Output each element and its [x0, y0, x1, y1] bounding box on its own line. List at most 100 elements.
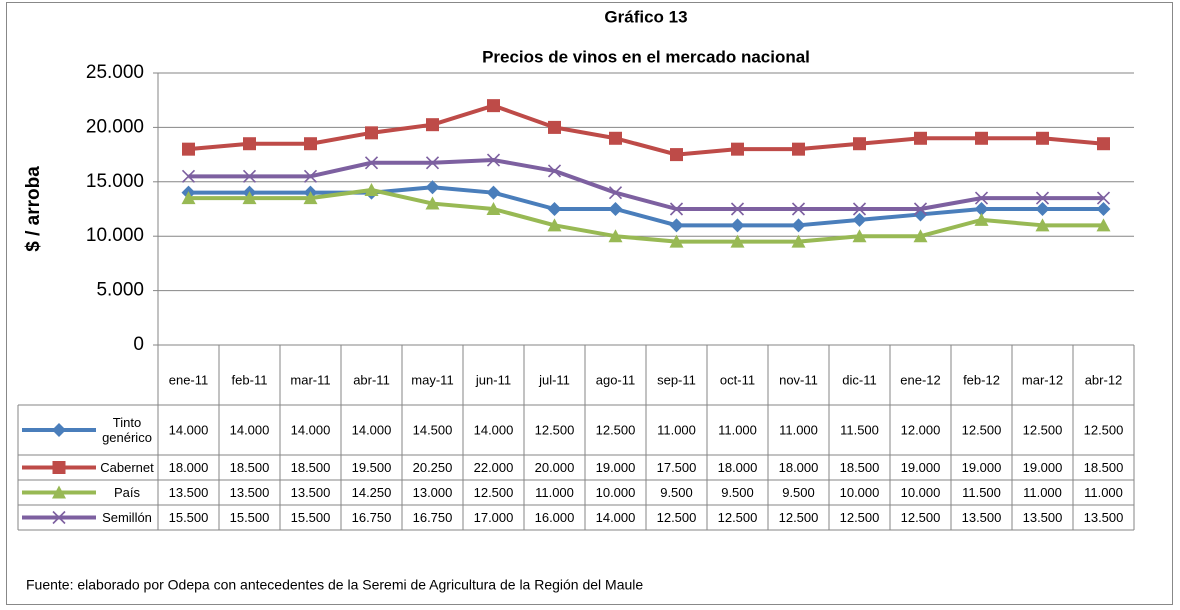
x-tick-label: jun-11: [475, 372, 511, 387]
data-point: [914, 131, 927, 145]
table-value: 13.500: [291, 485, 331, 500]
data-point: [913, 229, 928, 243]
data-point: [425, 156, 440, 170]
data-point: [608, 186, 623, 200]
data-point: [181, 191, 196, 205]
table-value: 11.500: [840, 422, 879, 437]
table-value: 13.500: [169, 485, 209, 500]
chart-border: [6, 2, 1173, 605]
data-point: [364, 182, 379, 196]
data-point: [486, 153, 501, 167]
chart-title: Gráfico 13: [604, 7, 687, 26]
chart-subtitle: Precios de vinos en el mercado nacional: [482, 47, 810, 66]
data-point: [853, 137, 866, 151]
data-point: [792, 142, 805, 156]
source-note: Fuente: elaborado por Odepa con antecede…: [26, 577, 643, 593]
table-value: 15.500: [291, 510, 331, 525]
data-point: [1096, 202, 1111, 216]
table-value: 19.000: [962, 460, 1002, 475]
data-point: [426, 118, 439, 132]
series-markers: [181, 153, 1111, 216]
legend-entry: Semillón: [102, 510, 152, 525]
data-point: [181, 169, 196, 183]
table-value: 12.500: [901, 510, 941, 525]
data-point: [547, 218, 562, 232]
series-line: [188, 103, 1104, 157]
table-value: 11.000: [1084, 485, 1123, 500]
y-tick-label: 20.000: [86, 116, 144, 137]
table-value: 12.000: [901, 422, 941, 437]
y-tick-label: 25.000: [86, 62, 144, 83]
x-tick-label: mar-11: [290, 372, 330, 387]
x-tick-label: jul-11: [538, 372, 570, 387]
table-value: 11.000: [718, 422, 757, 437]
legend-marker: [52, 485, 66, 499]
x-tick-label: mar-12: [1022, 372, 1063, 387]
table-value: 19.500: [352, 460, 392, 475]
data-point: [670, 148, 683, 162]
x-tick-label: abr-11: [353, 372, 390, 387]
data-point: [852, 212, 867, 227]
table-value: 20.000: [535, 460, 575, 475]
table-value: 14.000: [291, 422, 331, 437]
table-value: 20.250: [413, 460, 453, 475]
data-point: [242, 169, 257, 183]
data-point: [487, 99, 500, 113]
data-point: [242, 191, 257, 205]
table-value: 14.000: [169, 422, 209, 437]
table-value: 18.500: [840, 460, 880, 475]
data-point: [547, 202, 562, 216]
data-point: [486, 185, 501, 200]
data-point: [730, 234, 745, 248]
y-tick-label: 10.000: [86, 225, 144, 246]
table-value: 14.000: [230, 422, 270, 437]
data-point: [791, 202, 806, 216]
data-point: [547, 164, 562, 178]
table-value: 12.500: [779, 510, 819, 525]
table-value: 12.500: [535, 422, 575, 437]
data-point: [608, 229, 623, 243]
data-point: [182, 142, 195, 156]
table-value: 14.000: [352, 422, 392, 437]
table-value: 10.000: [840, 485, 880, 500]
table-value: 19.000: [901, 460, 941, 475]
data-point: [974, 191, 989, 205]
table-value: 11.000: [779, 422, 818, 437]
data-point: [486, 202, 501, 215]
y-axis-label: $ / arroba: [23, 166, 44, 252]
data-point: [974, 202, 989, 216]
data-point: [852, 229, 867, 243]
data-point: [303, 191, 318, 205]
table-value: 10.000: [596, 485, 636, 500]
x-tick-label: ago-11: [596, 372, 636, 387]
x-tick-label: sep-11: [657, 372, 696, 387]
data-point: [365, 126, 378, 140]
table-value: 12.500: [1023, 422, 1063, 437]
x-tick-label: feb-11: [232, 372, 268, 387]
legend-entry: Tinto genérico: [102, 415, 152, 445]
table-value: 19.000: [1023, 460, 1063, 475]
table-value: 12.500: [596, 422, 636, 437]
table-value: 18.000: [169, 460, 209, 475]
data-point: [852, 202, 867, 216]
table-value: 9.500: [721, 485, 754, 500]
table-value: 22.000: [474, 460, 514, 475]
x-tick-label: oct-11: [720, 372, 755, 387]
table-value: 18.500: [291, 460, 331, 475]
table-value: 19.000: [596, 460, 636, 475]
data-point: [1035, 202, 1050, 216]
data-point: [364, 156, 379, 170]
data-point: [304, 137, 317, 151]
table-value: 12.500: [840, 510, 880, 525]
table-value: 11.000: [1023, 485, 1062, 500]
table-value: 15.500: [169, 510, 209, 525]
data-point: [608, 202, 623, 216]
table-value: 12.500: [657, 510, 697, 525]
table-value: 18.500: [1084, 460, 1124, 475]
table-value: 12.500: [962, 422, 1002, 437]
data-point: [609, 131, 622, 145]
table-value: 16.750: [413, 510, 453, 525]
data-point: [1035, 218, 1050, 232]
data-point: [731, 142, 744, 156]
x-tick-label: feb-12: [963, 372, 1000, 387]
